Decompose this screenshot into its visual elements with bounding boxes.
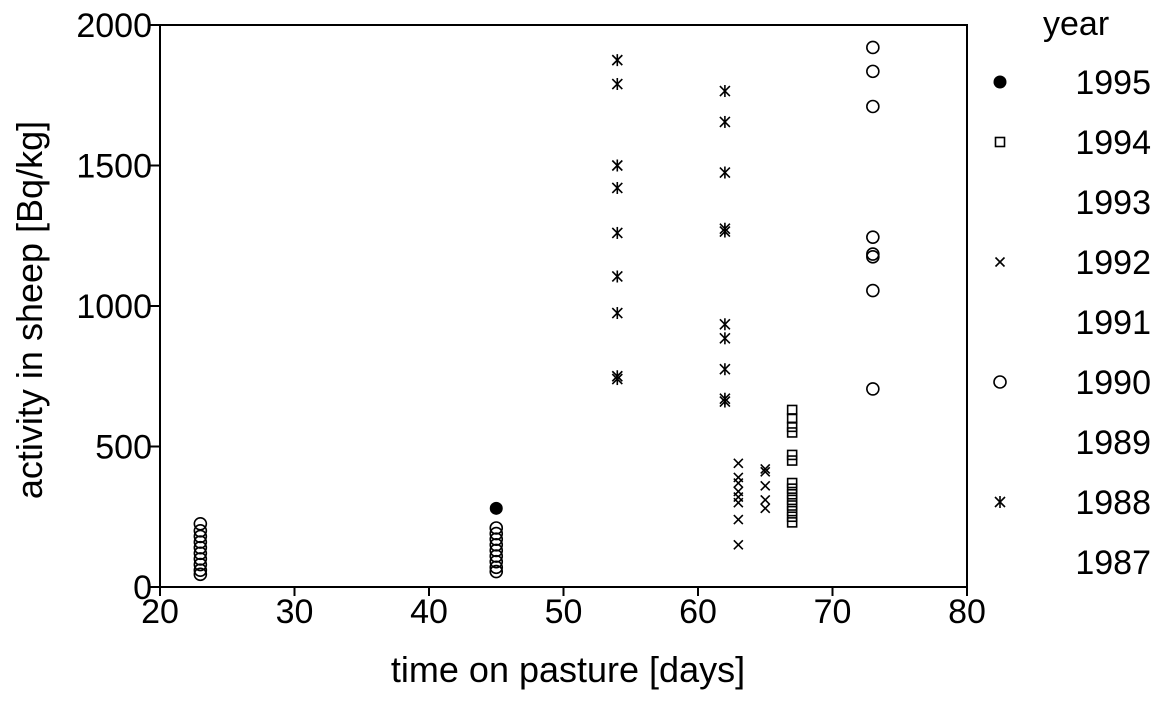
data-point-1990 (489, 564, 504, 579)
data-point-1992 (760, 463, 771, 475)
x-tick-label: 20 (141, 593, 179, 631)
y-tick-label: 500 (95, 429, 152, 467)
data-point-1988 (719, 115, 731, 128)
legend-label-1989: 1989 (1075, 424, 1151, 462)
legend-label-1993: 1993 (1075, 184, 1151, 222)
y-tick-label: 2000 (76, 7, 152, 45)
data-point-1988 (719, 225, 731, 238)
data-point-1994 (786, 449, 798, 461)
data-point-1988 (611, 159, 623, 172)
legend-marker-1990 (993, 375, 1007, 389)
legend-label-1987: 1987 (1075, 544, 1151, 582)
data-point-1992 (733, 477, 744, 489)
x-tick-label: 70 (814, 593, 852, 631)
legend-label-1992: 1992 (1075, 244, 1151, 282)
x-tick-label: 30 (276, 593, 314, 631)
data-point-1988 (719, 318, 731, 331)
data-point-1992 (760, 503, 771, 514)
x-axis-title: time on pasture [days] (391, 649, 745, 690)
y-axis-title: activity in sheep [Bq/kg] (9, 121, 50, 499)
data-point-1995 (489, 501, 503, 515)
legend-label-1994: 1994 (1075, 124, 1151, 162)
legend-label-1995: 1995 (1075, 64, 1151, 102)
legend-marker-1988 (994, 496, 1006, 508)
data-point-1994 (786, 517, 798, 528)
legend: year 1995 1994 1993 1992 1991 1990 1989 1988 198… (993, 5, 1151, 582)
data-point-1990 (866, 382, 880, 396)
legend-label-1991: 1991 (1075, 304, 1151, 342)
data-point-1988 (611, 270, 623, 283)
data-point-1990 (866, 283, 880, 298)
data-point-1990 (866, 99, 880, 114)
data-point-1988 (611, 181, 623, 194)
legend-title: year (1043, 5, 1109, 43)
data-point-1988 (719, 85, 731, 98)
data-point-1994 (786, 505, 798, 517)
data-point-1994 (786, 421, 798, 433)
data-point-1994 (786, 427, 798, 438)
data-point-1992 (733, 458, 744, 469)
data-point-1988 (719, 332, 731, 345)
x-tick-label: 60 (679, 593, 717, 631)
data-point-1988 (611, 226, 623, 239)
data-point-1990 (866, 250, 880, 264)
data-point-1990 (866, 40, 880, 55)
data-point-1994 (786, 511, 798, 523)
plot-frame (159, 24, 968, 588)
data-point-1990 (866, 64, 880, 79)
x-tick-label: 80 (948, 593, 986, 631)
data-point-1992 (733, 497, 744, 508)
data-point-1994 (786, 477, 798, 489)
data-point-1988 (611, 54, 623, 67)
data-point-1992 (760, 494, 771, 505)
x-tick-label: 40 (410, 593, 448, 631)
y-axis-ticks: 0 500 1000 1500 2000 (76, 7, 160, 607)
data-point-1994 (786, 500, 798, 511)
data-point-1988 (719, 363, 731, 376)
data-points (193, 40, 880, 582)
data-point-1990 (193, 516, 208, 531)
legend-marker-1995 (993, 75, 1007, 89)
legend-marker-1992 (994, 256, 1006, 268)
legend-marker-1994 (994, 136, 1006, 148)
y-tick-label: 0 (133, 569, 152, 607)
legend-label-1988: 1988 (1075, 484, 1151, 522)
data-point-1990 (193, 567, 208, 582)
data-point-1988 (611, 78, 623, 91)
data-point-1988 (719, 395, 731, 408)
data-point-1990 (489, 560, 504, 575)
data-point-1992 (733, 514, 744, 525)
data-point-1990 (866, 230, 880, 244)
x-tick-label: 50 (545, 593, 583, 631)
data-point-1988 (611, 373, 623, 386)
data-point-1994 (786, 488, 798, 500)
y-tick-label: 1000 (76, 288, 152, 326)
data-point-1990 (193, 557, 208, 572)
data-point-1992 (733, 539, 744, 550)
data-point-1994 (786, 483, 798, 494)
data-point-1990 (193, 563, 208, 577)
data-point-1994 (786, 455, 798, 466)
y-tick-label: 1500 (76, 148, 152, 186)
legend-label-1990: 1990 (1075, 364, 1151, 402)
data-point-1990 (866, 247, 880, 261)
data-point-1988 (611, 307, 623, 320)
data-point-1992 (760, 466, 771, 477)
x-axis-ticks: 20 30 40 50 60 70 80 (141, 587, 986, 631)
data-point-1988 (719, 166, 731, 179)
data-point-1992 (760, 480, 771, 491)
data-point-1994 (786, 494, 798, 506)
data-point-1990 (489, 554, 504, 569)
